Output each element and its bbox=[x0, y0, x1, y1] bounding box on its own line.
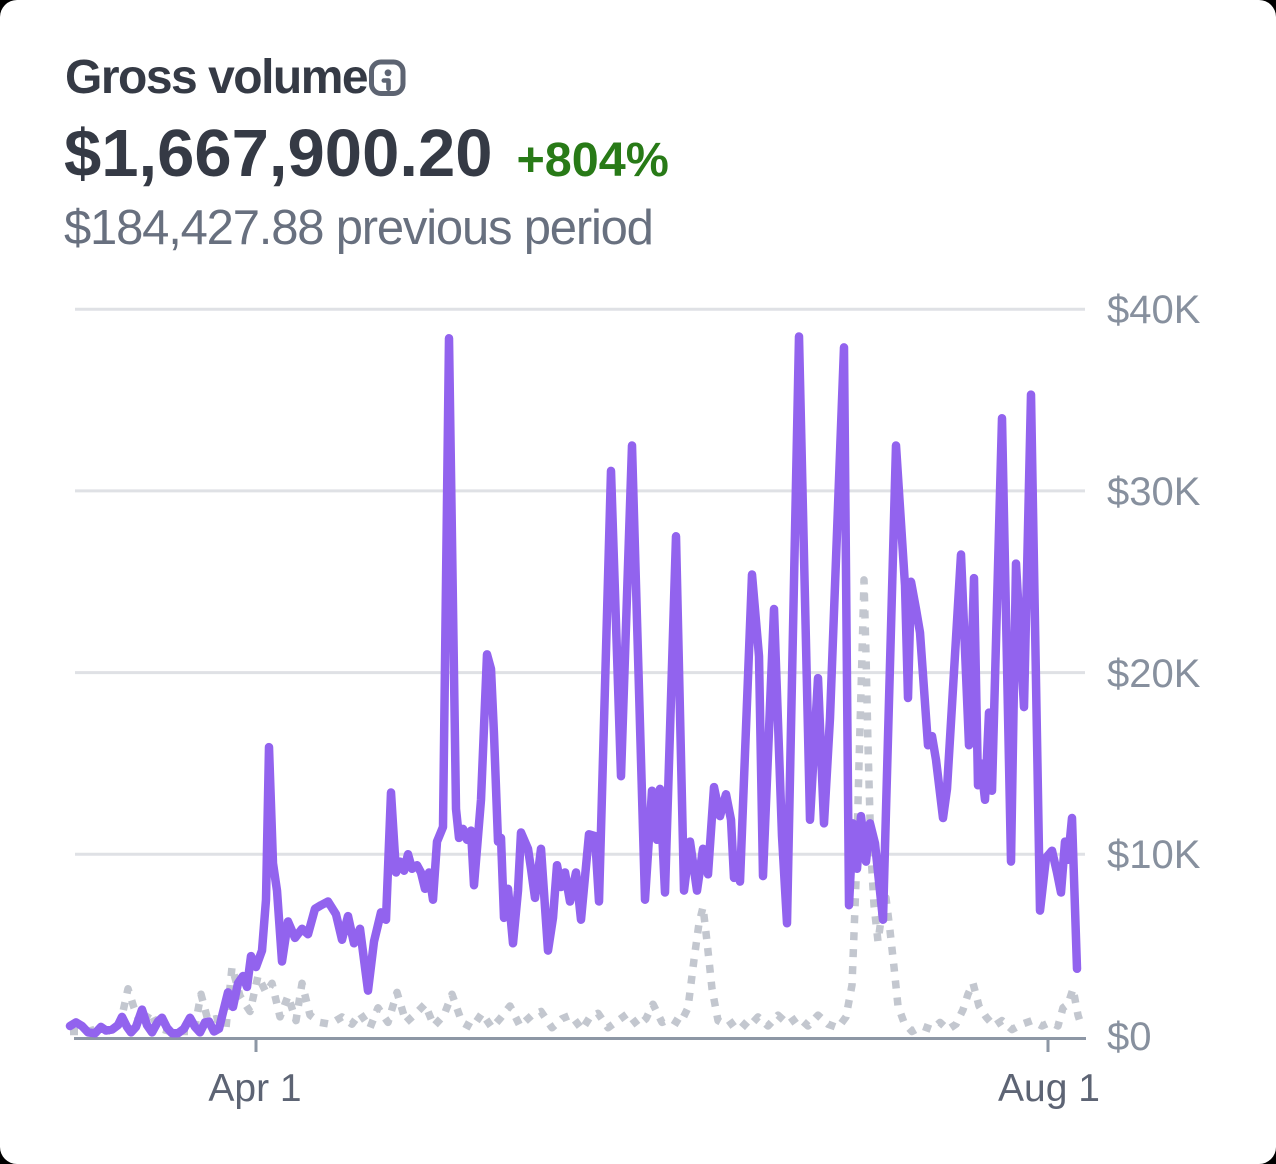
svg-text:Apr 1: Apr 1 bbox=[208, 1067, 301, 1110]
svg-text:$30K: $30K bbox=[1107, 470, 1201, 514]
svg-text:$20K: $20K bbox=[1107, 652, 1201, 696]
svg-text:$40K: $40K bbox=[1107, 288, 1201, 332]
svg-text:$10K: $10K bbox=[1107, 833, 1201, 877]
svg-text:$0: $0 bbox=[1107, 1015, 1152, 1059]
svg-text:Aug 1: Aug 1 bbox=[998, 1067, 1100, 1110]
